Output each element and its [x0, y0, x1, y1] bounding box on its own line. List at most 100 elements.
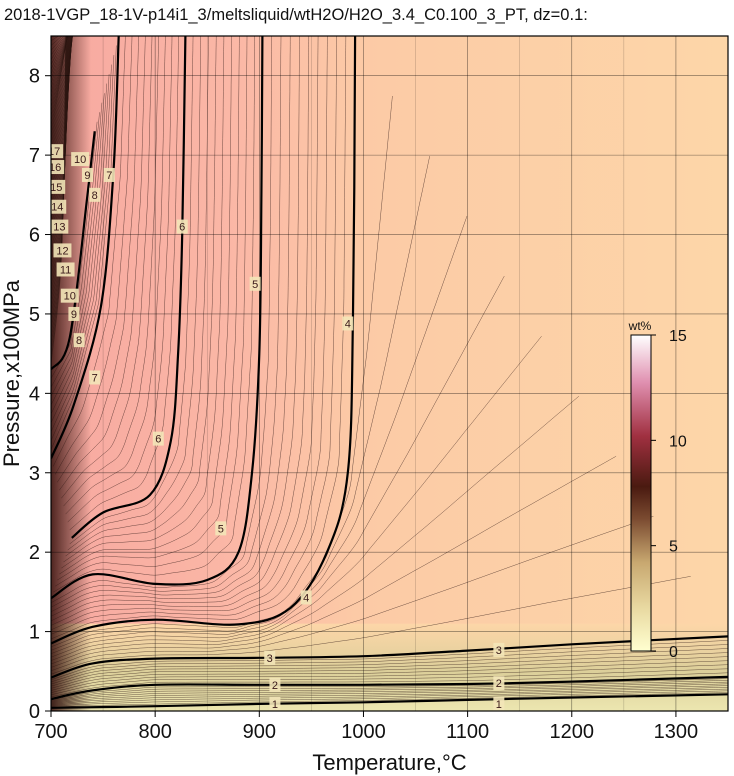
contour-label-text: 13 [53, 222, 65, 234]
minor-contour-line [51, 36, 68, 108]
minor-contour-line [51, 36, 66, 56]
contour-label-text: 7 [92, 372, 98, 384]
y-tick-label: 0 [29, 701, 40, 723]
colorbar-tick-label: 10 [669, 433, 687, 450]
colorbar-tick-label: 0 [669, 644, 678, 661]
major-contour-8 [51, 131, 96, 371]
contour-label-text: 4 [303, 592, 309, 604]
minor-contour-line [57, 36, 240, 581]
contour-label-text: 17 [48, 146, 60, 158]
minor-contour-line [52, 36, 255, 593]
minor-contour-line [69, 36, 194, 545]
y-tick-label: 4 [29, 383, 40, 405]
minor-contour-line [51, 45, 117, 450]
contour-label-background [51, 144, 64, 159]
y-tick-label: 2 [29, 542, 40, 564]
minor-contour-line [67, 36, 173, 523]
minor-contour-line [51, 648, 728, 685]
minor-contour-line [59, 36, 232, 575]
major-contour-2 [51, 675, 728, 701]
minor-contour-line [61, 36, 153, 499]
x-tick-label: 1100 [446, 721, 489, 743]
minor-contour-line [51, 685, 728, 704]
contour-label: 11 [56, 262, 75, 277]
contour-label-text: 8 [76, 335, 82, 347]
colorbar: wt% 0 5 10 15 [628, 319, 687, 661]
y-tick-label: 5 [29, 304, 40, 326]
contour-label-text: 6 [155, 434, 161, 446]
contour-label-text: 12 [56, 245, 68, 257]
contour-label: 14 [51, 199, 67, 214]
contour-label: 1 [269, 696, 281, 711]
minor-contour-line [51, 36, 65, 51]
minor-contour-line [51, 36, 337, 635]
contour-label-background [71, 152, 90, 167]
minor-contour-line [51, 112, 100, 388]
contour-label: 6 [152, 431, 164, 446]
y-axis-title: Pressure,x100MPa [0, 279, 24, 467]
major-contour-6 [71, 36, 187, 539]
colorbar-tick-label: 5 [669, 539, 678, 556]
minor-contour-line [51, 36, 68, 113]
contour-label-background [103, 167, 115, 182]
major-contour-4 [51, 36, 357, 645]
minor-contour-line [51, 83, 107, 415]
contour-label-background [269, 677, 281, 692]
contour-label: 5 [215, 521, 227, 536]
minor-contour-line [51, 36, 67, 60]
minor-contour-line [51, 678, 728, 701]
contour-label-text: 11 [60, 264, 71, 276]
minor-contour-line [51, 36, 68, 79]
minor-contour-line [51, 660, 728, 691]
minor-contour-line [57, 36, 139, 483]
contour-label: 10 [60, 288, 79, 303]
minor-contour-line [51, 36, 67, 65]
contour-label-text: 9 [84, 170, 90, 182]
minor-contour-line [51, 95, 393, 648]
minor-contour-line [51, 36, 68, 70]
minor-contour-line [51, 36, 71, 156]
contour-label-text: 2 [496, 678, 502, 690]
minor-contour-line [51, 36, 68, 98]
contour-label-background [493, 642, 505, 657]
contour-label-text: 14 [51, 202, 63, 214]
contour-label-background [51, 160, 65, 175]
contour-label: 5 [249, 276, 261, 291]
minor-contour-line [51, 36, 68, 94]
minor-contour-line [51, 683, 728, 703]
minor-contour-line [51, 36, 68, 127]
contour-label: 6 [176, 219, 188, 234]
chart-title: 2018-1VGP_18-1V-p14i1_3/meltsliquid/wtH2… [4, 6, 588, 24]
minor-contour-line [51, 102, 103, 397]
minor-contour-line [51, 36, 310, 622]
contour-label-background [56, 262, 75, 277]
y-tick-label: 6 [29, 225, 40, 247]
contour-label-background [51, 199, 67, 214]
contour-label-background [493, 676, 505, 691]
x-axis-title: Temperature,°C [312, 750, 466, 775]
contour-label-background [342, 316, 354, 331]
colorbar-gradient [630, 334, 652, 652]
contour-label-background [51, 219, 69, 234]
contour-label: 8 [73, 333, 85, 348]
contour-label: 4 [342, 316, 354, 331]
minor-contour-line [51, 36, 68, 141]
contour-label-background [176, 219, 188, 234]
x-tick-label: 1300 [654, 721, 699, 743]
minor-contour-line [51, 36, 68, 75]
y-axis-ticks: 0 1 2 3 4 5 6 7 8 [29, 66, 51, 723]
minor-contour-line [51, 74, 110, 423]
contour-label: 2 [493, 676, 505, 691]
contour-label-text: 1 [496, 699, 502, 711]
minor-contour-line [51, 36, 68, 118]
minor-contour-line [51, 36, 69, 103]
minor-contour-line [51, 690, 728, 707]
minor-contour-line [51, 36, 291, 612]
contour-label-background [51, 179, 66, 194]
contour-label: 8 [89, 187, 101, 202]
minor-contour-line [63, 36, 217, 563]
minor-contour-line [51, 93, 105, 406]
contour-label: 16 [51, 160, 65, 175]
major-contour-3 [51, 635, 728, 679]
